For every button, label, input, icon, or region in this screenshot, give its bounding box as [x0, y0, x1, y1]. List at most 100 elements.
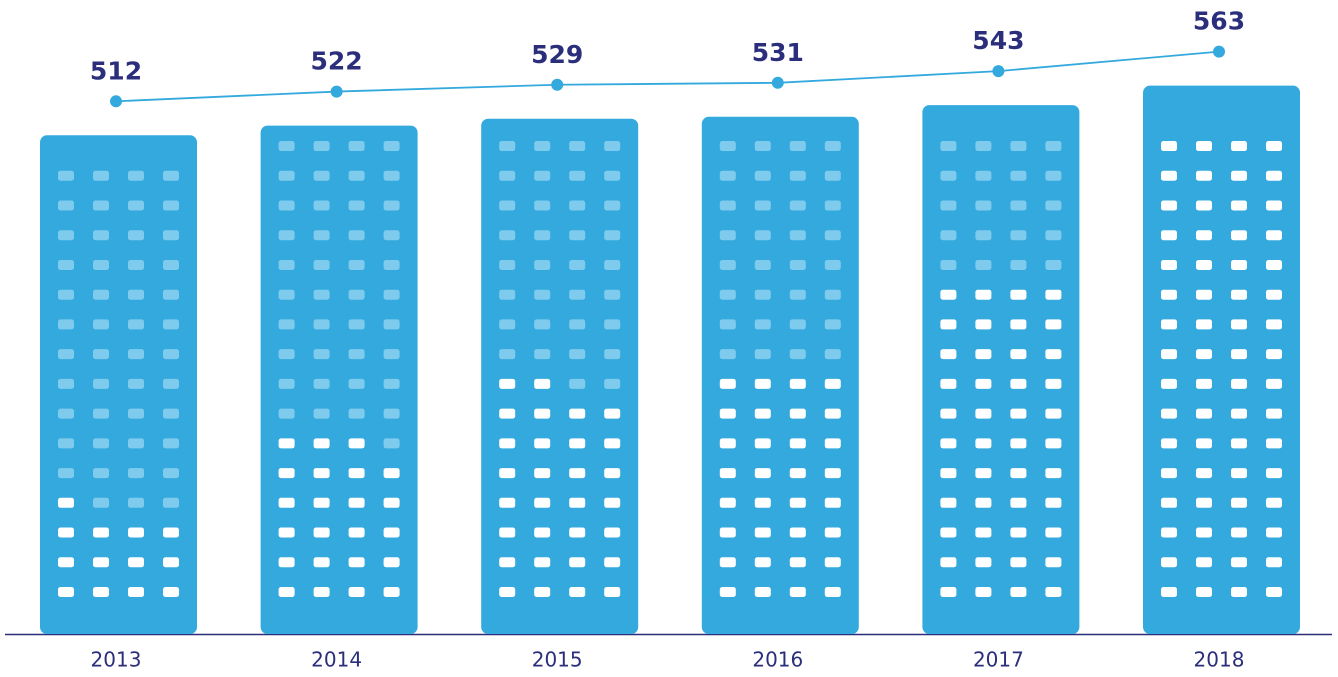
window — [1231, 319, 1247, 329]
window — [790, 438, 806, 448]
window — [314, 438, 330, 448]
window — [1266, 498, 1282, 508]
window — [940, 379, 956, 389]
window — [1231, 409, 1247, 419]
window — [720, 409, 736, 419]
window — [755, 438, 771, 448]
window — [975, 260, 991, 270]
window — [93, 498, 109, 508]
window — [58, 409, 74, 419]
window — [569, 201, 585, 211]
window — [58, 438, 74, 448]
window — [384, 260, 400, 270]
window — [314, 379, 330, 389]
window — [790, 141, 806, 151]
window — [499, 141, 515, 151]
window — [569, 587, 585, 597]
window — [314, 468, 330, 478]
window — [534, 379, 550, 389]
window — [58, 201, 74, 211]
window — [128, 379, 144, 389]
window — [940, 290, 956, 300]
window — [1010, 557, 1026, 567]
window — [825, 498, 841, 508]
x-tick-label: 2017 — [973, 648, 1024, 672]
window — [604, 319, 620, 329]
window — [384, 319, 400, 329]
point — [992, 65, 1004, 77]
window — [1161, 141, 1177, 151]
window — [720, 498, 736, 508]
window — [604, 171, 620, 181]
window — [534, 468, 550, 478]
x-tick-label: 2013 — [91, 648, 142, 672]
window — [790, 587, 806, 597]
window — [384, 587, 400, 597]
window — [1045, 171, 1061, 181]
window — [825, 379, 841, 389]
window — [1010, 409, 1026, 419]
window — [1231, 349, 1247, 359]
window — [58, 498, 74, 508]
window — [1045, 319, 1061, 329]
window — [384, 498, 400, 508]
window — [534, 498, 550, 508]
building-bar — [922, 105, 1079, 634]
window — [314, 319, 330, 329]
window — [349, 260, 365, 270]
window — [128, 557, 144, 567]
window — [975, 557, 991, 567]
window — [1045, 438, 1061, 448]
window — [1045, 379, 1061, 389]
window — [569, 349, 585, 359]
window — [93, 319, 109, 329]
window — [349, 171, 365, 181]
window — [279, 319, 295, 329]
building-bar — [481, 119, 638, 634]
window — [1196, 230, 1212, 240]
window — [1231, 498, 1247, 508]
window — [128, 171, 144, 181]
window — [569, 498, 585, 508]
window — [349, 230, 365, 240]
window — [720, 557, 736, 567]
window — [1161, 319, 1177, 329]
building-bar — [1143, 86, 1300, 634]
window — [720, 171, 736, 181]
window — [499, 171, 515, 181]
window — [1161, 498, 1177, 508]
window — [604, 498, 620, 508]
window — [349, 201, 365, 211]
window — [975, 290, 991, 300]
window — [93, 587, 109, 597]
window — [163, 290, 179, 300]
window — [1045, 528, 1061, 538]
window — [1010, 230, 1026, 240]
x-tick-label: 2015 — [532, 648, 583, 672]
window — [534, 201, 550, 211]
window — [1231, 171, 1247, 181]
window — [975, 349, 991, 359]
window — [569, 379, 585, 389]
window — [58, 290, 74, 300]
window — [1010, 260, 1026, 270]
window — [825, 201, 841, 211]
window — [128, 319, 144, 329]
window — [720, 349, 736, 359]
window — [755, 379, 771, 389]
window — [58, 260, 74, 270]
window — [1045, 498, 1061, 508]
window — [1196, 141, 1212, 151]
window — [1161, 409, 1177, 419]
window — [940, 498, 956, 508]
window — [314, 498, 330, 508]
window — [940, 260, 956, 270]
window — [720, 230, 736, 240]
window — [1010, 468, 1026, 478]
window — [1231, 438, 1247, 448]
window — [975, 468, 991, 478]
window — [790, 498, 806, 508]
window — [975, 230, 991, 240]
window — [1161, 171, 1177, 181]
window — [534, 230, 550, 240]
